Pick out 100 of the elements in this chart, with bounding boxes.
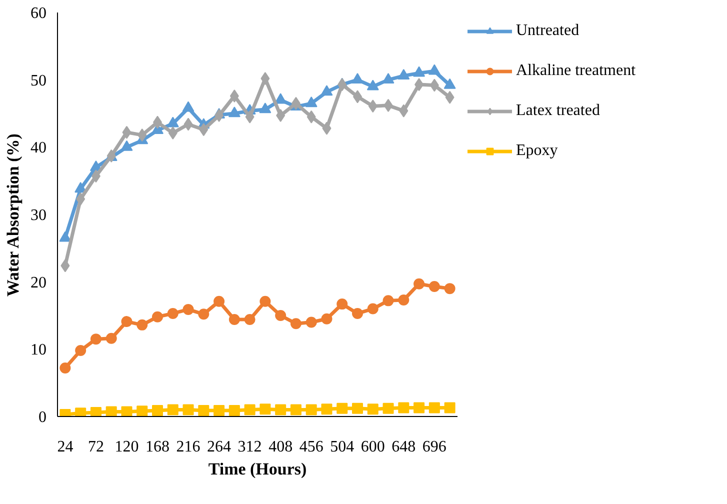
point — [290, 404, 302, 416]
legend-label: Alkaline treatment — [516, 62, 636, 80]
point — [414, 278, 425, 290]
point — [413, 66, 426, 77]
point — [367, 404, 378, 415]
point — [305, 96, 318, 108]
y-tick-label: 30 — [30, 207, 46, 224]
point — [182, 304, 194, 315]
point — [398, 294, 410, 306]
point — [260, 296, 271, 307]
point — [428, 402, 440, 414]
point — [199, 123, 208, 136]
point — [428, 281, 440, 292]
point — [275, 404, 286, 416]
point — [244, 314, 256, 326]
point — [352, 402, 363, 414]
point — [75, 408, 86, 416]
point — [291, 96, 300, 110]
x-tick-label: 504 — [330, 438, 354, 456]
point — [214, 296, 225, 307]
point — [398, 402, 410, 414]
x-tick-label: 696 — [422, 438, 446, 456]
point — [275, 310, 286, 321]
point — [321, 404, 332, 415]
x-tick-label: 312 — [238, 438, 262, 456]
point — [106, 406, 117, 416]
y-axis-title: Water Absorption (%) — [4, 134, 22, 297]
point — [260, 72, 270, 85]
y-tick-label: 0 — [38, 409, 46, 426]
y-tick-label: 20 — [30, 274, 46, 292]
point — [136, 319, 148, 330]
point — [274, 93, 287, 104]
point — [122, 126, 132, 139]
point — [230, 89, 239, 102]
point — [167, 404, 178, 416]
point — [76, 192, 86, 206]
point — [259, 102, 272, 114]
point — [228, 314, 240, 326]
point — [214, 109, 224, 122]
point — [198, 404, 210, 416]
point — [90, 406, 102, 416]
point — [106, 332, 117, 344]
x-tick-label: 72 — [88, 438, 104, 456]
point — [152, 311, 163, 322]
point — [182, 101, 194, 112]
point — [321, 313, 332, 324]
point — [322, 122, 332, 135]
point — [430, 78, 439, 92]
point — [245, 110, 254, 124]
x-tick-label: 408 — [268, 438, 293, 456]
point — [382, 402, 394, 414]
point — [198, 308, 210, 320]
point — [352, 308, 363, 319]
point — [444, 78, 456, 89]
point — [414, 78, 424, 92]
legend-label: Epoxy — [516, 142, 558, 160]
point — [120, 140, 133, 151]
point — [306, 316, 317, 328]
point — [320, 85, 333, 96]
y-tick-label: 40 — [30, 140, 46, 157]
point — [399, 104, 408, 118]
point — [244, 404, 256, 416]
point — [167, 308, 178, 319]
y-tick-label: 50 — [30, 72, 46, 90]
point — [276, 109, 286, 122]
point — [228, 106, 240, 118]
x-tick-label: 216 — [176, 438, 200, 456]
point — [59, 231, 72, 242]
point — [182, 404, 194, 416]
point — [260, 404, 271, 415]
point — [336, 402, 348, 414]
point — [184, 118, 193, 131]
point — [60, 362, 71, 374]
y-tick-label: 60 — [30, 5, 46, 22]
point — [366, 80, 379, 90]
x-tick-label: 648 — [392, 438, 416, 456]
point — [336, 298, 348, 310]
x-tick-label: 24 — [57, 438, 74, 456]
point — [444, 402, 456, 414]
point — [228, 404, 240, 416]
point — [382, 295, 394, 306]
y-tick-label: 10 — [30, 342, 46, 359]
point — [121, 316, 132, 328]
point — [367, 303, 378, 314]
point — [60, 259, 70, 272]
point — [152, 404, 163, 416]
point — [352, 72, 364, 84]
point — [91, 170, 100, 183]
point — [90, 334, 102, 345]
point — [445, 90, 454, 104]
x-tick-label: 600 — [360, 438, 385, 456]
point — [306, 110, 316, 124]
point — [168, 126, 178, 140]
x-tick-label: 168 — [146, 438, 170, 456]
point — [214, 404, 225, 416]
x-tick-label: 456 — [299, 438, 324, 456]
legend-label: Untreated — [516, 22, 580, 40]
point — [384, 98, 393, 112]
point — [338, 78, 347, 92]
point — [368, 100, 378, 113]
